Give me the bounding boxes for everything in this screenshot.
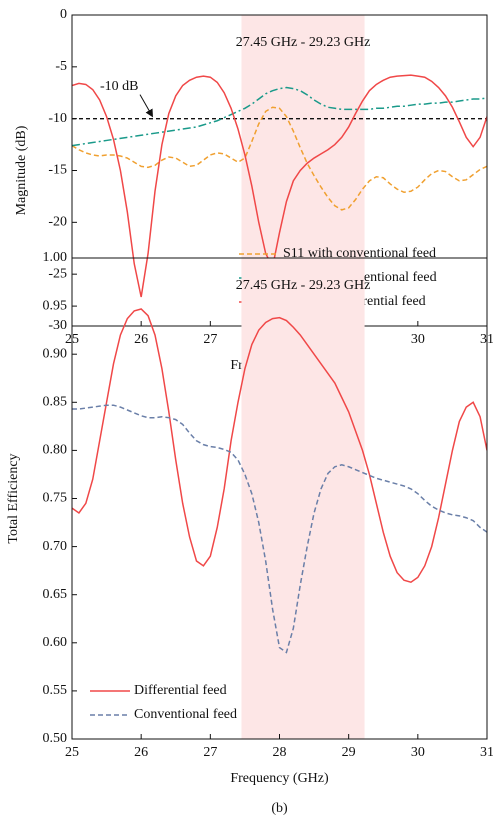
panel-label: (b): [271, 801, 288, 816]
series-line: [72, 404, 487, 654]
series-line: [72, 74, 487, 298]
x-tick-label: 27: [203, 332, 217, 347]
y-tick-label: 0.95: [43, 298, 68, 313]
y-tick-label: 0.50: [43, 731, 68, 746]
y-tick-label: -5: [55, 59, 67, 74]
y-tick-label: 0.75: [43, 491, 68, 506]
y-tick-label: -10: [48, 111, 67, 126]
y-tick-label: 0: [60, 7, 67, 22]
y-tick-label: -30: [48, 318, 67, 333]
x-tick-label: 30: [411, 745, 425, 760]
y-axis-label: Total Efficiency: [6, 453, 21, 543]
reference-arrow: [139, 94, 153, 118]
highlight-band: [241, 258, 365, 739]
legend-label: S11 with conventional feed: [283, 246, 436, 261]
y-tick-label: -20: [48, 215, 67, 230]
reference-label: -10 dB: [100, 79, 139, 94]
y-tick-label: 0.70: [43, 539, 68, 554]
y-tick-label: 0.85: [43, 395, 68, 410]
series-line: [72, 86, 487, 147]
x-tick-label: 26: [134, 332, 148, 347]
x-tick-label: 26: [134, 745, 148, 760]
y-tick-label: 0.60: [43, 635, 68, 650]
x-tick-label: 28: [273, 745, 287, 760]
y-axis-label: Magnitude (dB): [14, 125, 29, 215]
y-tick-label: -15: [48, 163, 67, 178]
y-tick-label: 0.55: [43, 683, 68, 698]
legend-label: Conventional feed: [134, 707, 237, 722]
y-tick-label: 0.90: [43, 346, 68, 361]
series-line: [72, 308, 487, 584]
x-axis-label: Frequency (GHz): [230, 771, 329, 786]
y-tick-label: 0.65: [43, 587, 68, 602]
y-tick-label: 1.00: [43, 250, 68, 265]
series-line: [72, 106, 487, 211]
x-tick-label: 29: [342, 745, 356, 760]
band-annotation: 27.45 GHz - 29.23 GHz: [236, 278, 371, 293]
y-tick-label: 0.80: [43, 443, 68, 458]
band-annotation: 27.45 GHz - 29.23 GHz: [236, 35, 371, 50]
x-tick-label: 25: [65, 745, 79, 760]
x-tick-label: 30: [411, 332, 425, 347]
x-tick-label: 31: [480, 745, 493, 760]
legend-label: Differential feed: [134, 683, 227, 698]
x-tick-label: 27: [203, 745, 217, 760]
y-tick-label: -25: [48, 266, 67, 281]
